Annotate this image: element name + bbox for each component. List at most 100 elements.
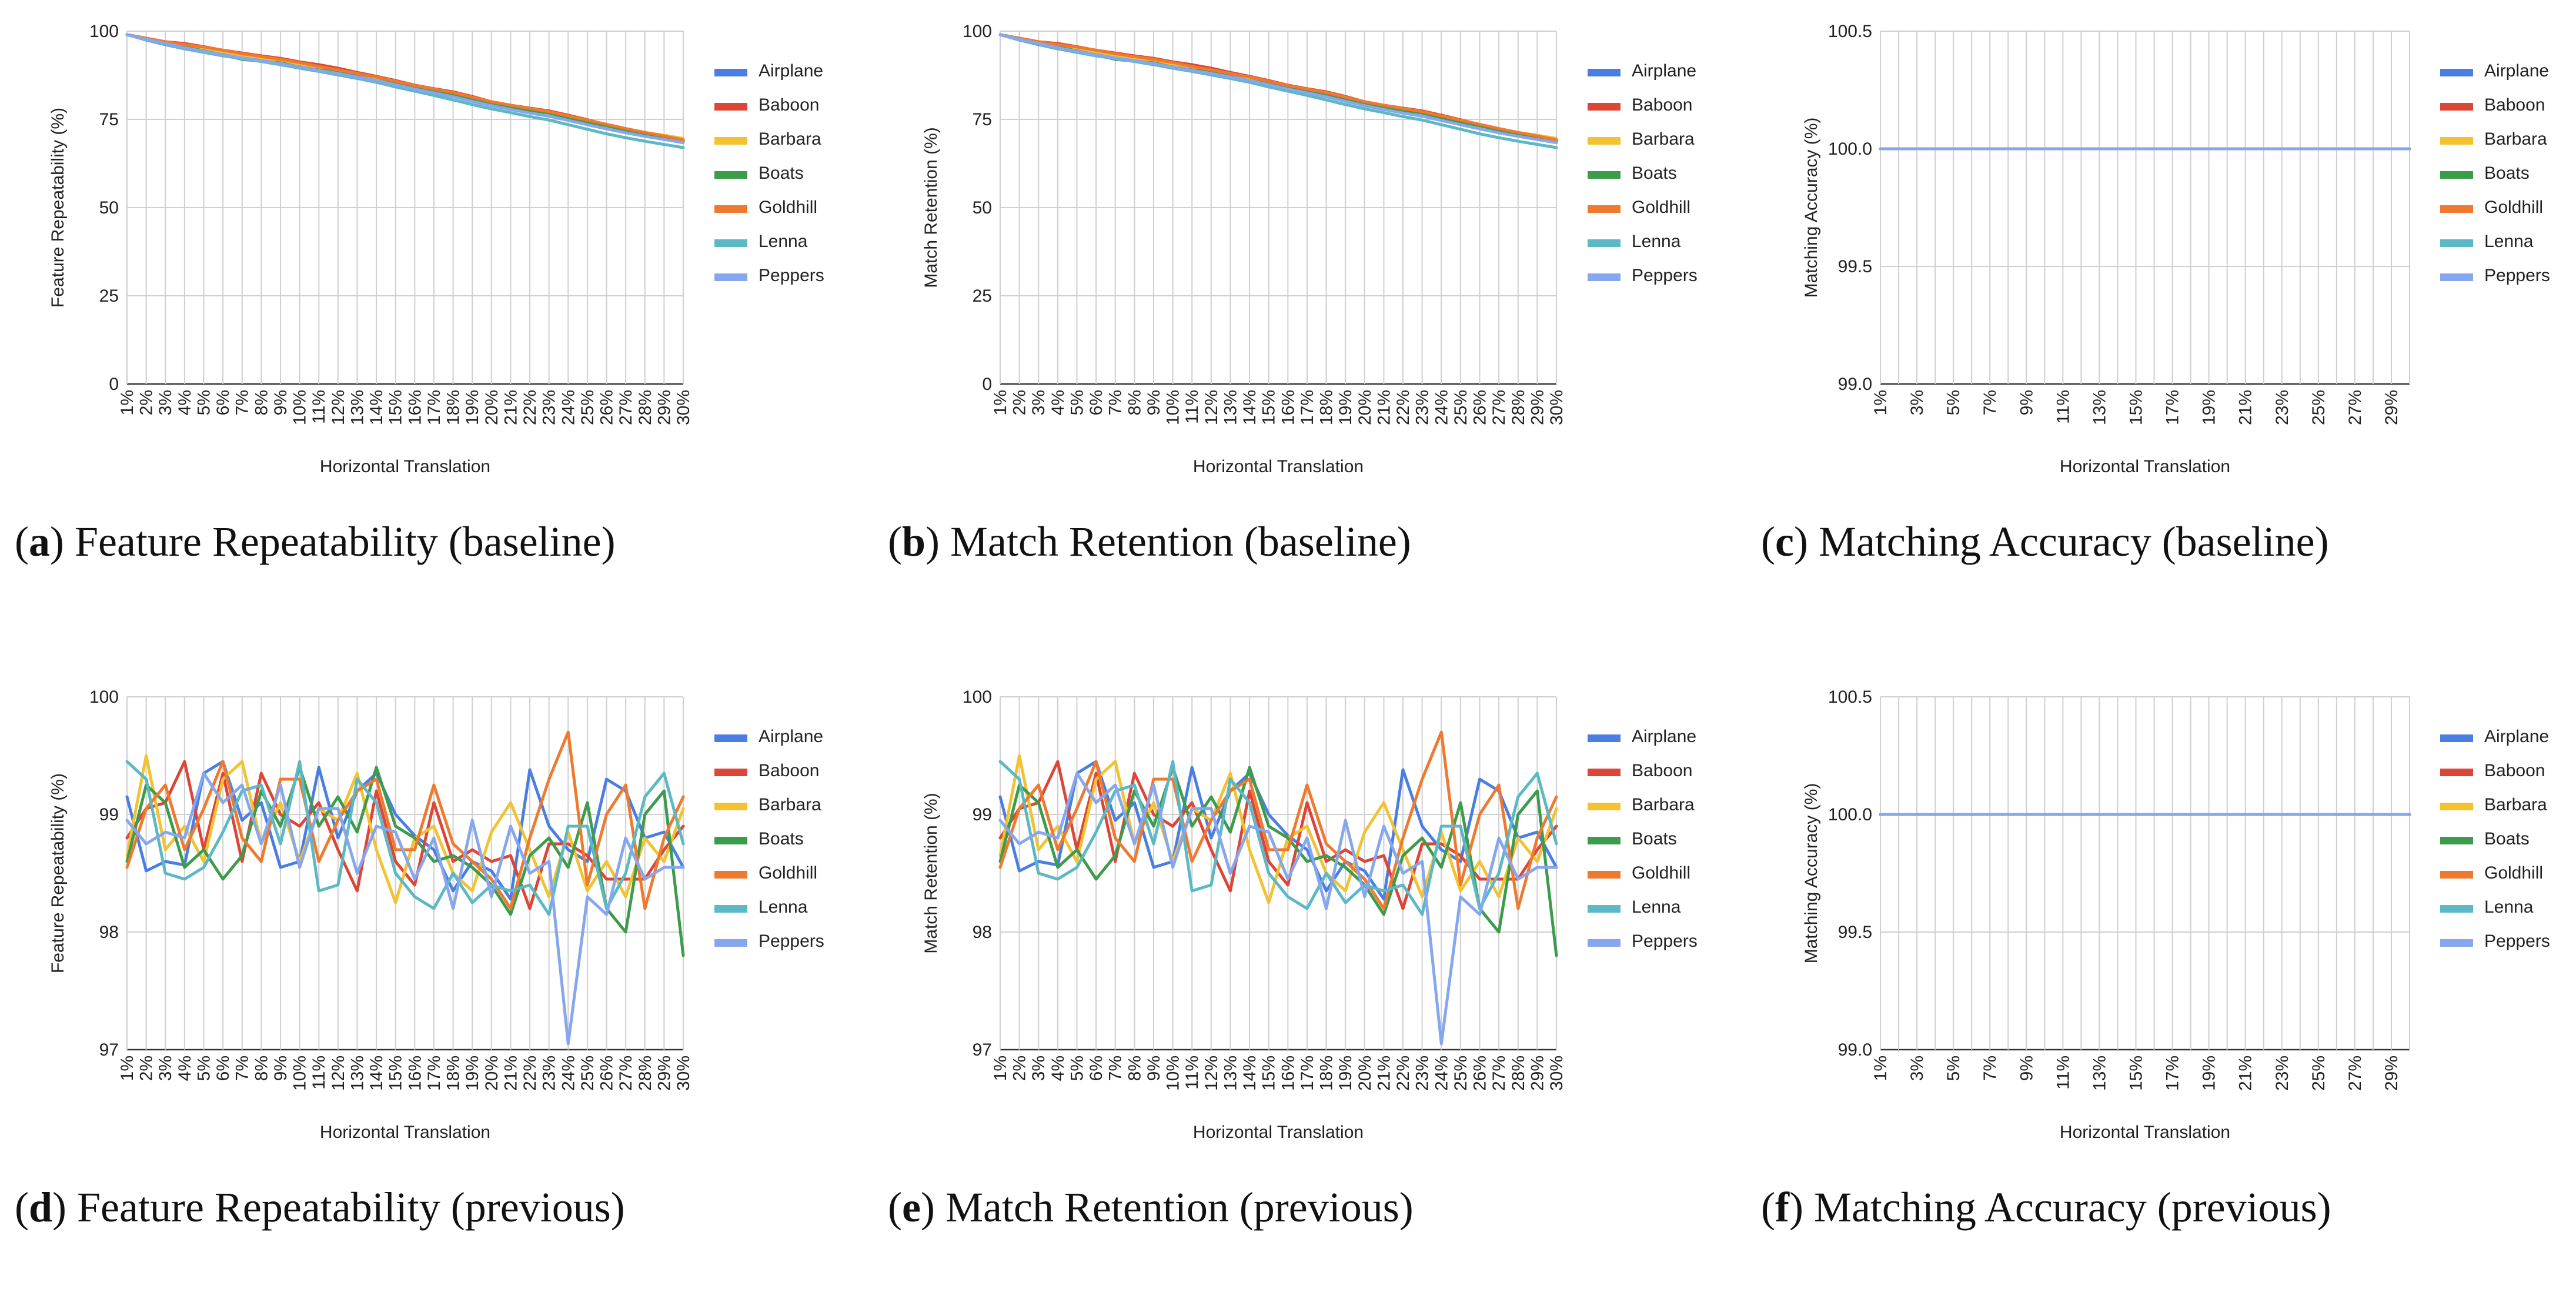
legend-label: Boats	[2484, 829, 2530, 849]
series-line-barbara	[125, 754, 685, 904]
legend-swatch	[2440, 734, 2473, 742]
legend-label: Baboon	[1632, 761, 1692, 780]
legend-swatch	[2440, 769, 2473, 776]
legend-swatch	[2440, 171, 2473, 179]
caption-f: (f) Matching Accuracy (previous)	[1761, 1184, 2331, 1231]
x-tick-label: 15%	[386, 390, 406, 425]
gridlines	[1880, 696, 2410, 1051]
y-tick-label: 100	[89, 687, 119, 707]
legend: Airplane Baboon Barbara Boats Goldhill Lenna P…	[1588, 61, 1698, 285]
legend-swatch	[714, 239, 747, 247]
panel-f: Matching Accuracy (previous) 99.0 99.5 100…	[1746, 666, 2576, 1289]
x-tick-label: 18%	[444, 390, 463, 425]
y-tick-label: 99	[99, 805, 119, 824]
legend-label: Goldhill	[2484, 198, 2543, 217]
gridlines	[1880, 31, 2410, 385]
series-line-boats	[998, 766, 1558, 957]
legend-label: Airplane	[759, 61, 823, 81]
legend-label: Barbara	[759, 795, 821, 814]
x-tick-label: 8%	[1125, 1056, 1144, 1081]
x-tick-label: 13%	[348, 1056, 367, 1091]
legend-label: Baboon	[2484, 761, 2545, 780]
y-axis-title: Matching Accuracy (%)	[1802, 783, 1821, 964]
legend-swatch	[1588, 734, 1621, 742]
x-tick-label: 28%	[1509, 1056, 1528, 1091]
x-tick-label: 7%	[233, 390, 252, 415]
x-tick-label: 1%	[991, 1056, 1010, 1081]
x-tick-label: 12%	[329, 1056, 348, 1091]
y-tick-label: 100.0	[1828, 805, 1872, 824]
x-tick-label: 26%	[1471, 390, 1490, 425]
y-tick-label: 98	[973, 923, 992, 942]
x-tick-label: 17%	[2163, 1056, 2183, 1091]
x-tick-label: 1%	[118, 390, 137, 415]
x-tick-label: 25%	[578, 1056, 597, 1091]
caption-a: (a) Feature Repeatability (baseline)	[15, 518, 616, 565]
series-line-goldhill	[125, 730, 685, 910]
gridlines	[1000, 31, 1557, 385]
legend-swatch	[1588, 239, 1621, 247]
x-tick-label: 18%	[1317, 390, 1337, 425]
x-tick-label: 19%	[463, 1056, 482, 1091]
x-axis-title: Horizontal Translation	[2060, 457, 2230, 476]
legend-label: Baboon	[759, 95, 819, 115]
x-tick-label: 1%	[1871, 390, 1890, 415]
y-tick-label: 100	[963, 22, 992, 41]
x-tick-label: 3%	[1907, 1056, 1927, 1081]
x-tick-label: 3%	[1029, 1056, 1048, 1081]
x-tick-label: 27%	[616, 1056, 636, 1091]
legend-swatch	[714, 803, 747, 810]
y-tick-label: 99.5	[1838, 257, 1872, 276]
legend-swatch	[1588, 871, 1621, 879]
x-tick-label: 7%	[1980, 390, 2000, 415]
legend-swatch	[2440, 273, 2473, 281]
gridlines	[126, 31, 684, 385]
x-tick-label: 5%	[194, 1056, 213, 1081]
legend-label: Peppers	[2484, 931, 2550, 951]
y-tick-label: 100.5	[1828, 22, 1872, 41]
legend-label: Lenna	[1632, 232, 1681, 251]
legend-label: Goldhill	[759, 863, 817, 883]
x-tick-label: 17%	[425, 390, 444, 425]
legend-label: Goldhill	[1632, 198, 1690, 217]
legend-swatch	[714, 205, 747, 213]
panel-d: Feature Repeatability (previous) 97 98 99 1…	[0, 666, 847, 1289]
y-axis-title: Match Retention (%)	[921, 127, 941, 288]
x-tick-label: 23%	[540, 390, 559, 425]
y-tick-label: 0	[109, 375, 119, 394]
x-tick-label: 19%	[1336, 1056, 1355, 1091]
legend-label: Barbara	[2484, 795, 2547, 814]
x-tick-label: 27%	[2346, 1056, 2365, 1091]
y-tick-label: 97	[973, 1040, 992, 1060]
series-line-lenna	[998, 760, 1558, 916]
y-tick-label: 75	[973, 110, 992, 129]
series-line-peppers	[125, 33, 685, 145]
x-tick-label: 25%	[2309, 390, 2328, 425]
legend-label: Barbara	[1632, 795, 1695, 814]
x-tick-label: 4%	[175, 1056, 195, 1081]
x-tick-label: 11%	[2053, 1056, 2073, 1090]
x-tick-label: 1%	[1871, 1056, 1890, 1081]
x-tick-label: 4%	[175, 390, 195, 415]
x-tick-label: 6%	[1087, 1056, 1106, 1081]
x-tick-label: 1%	[118, 1056, 137, 1081]
x-tick-label: 16%	[1278, 390, 1298, 425]
x-tick-label: 6%	[1087, 390, 1106, 415]
series-line-peppers	[998, 33, 1558, 145]
legend-label: Baboon	[1632, 95, 1692, 115]
x-tick-label: 11%	[309, 1056, 329, 1090]
caption-c: (c) Matching Accuracy (baseline)	[1761, 518, 2329, 565]
x-tick-label: 14%	[367, 1056, 386, 1091]
series-line-boats	[125, 766, 685, 957]
legend-swatch	[1588, 205, 1621, 213]
x-tick-label: 11%	[309, 390, 329, 424]
x-tick-label: 28%	[1509, 390, 1528, 425]
x-tick-label: 9%	[1144, 1056, 1164, 1081]
legend-label: Barbara	[759, 129, 821, 149]
x-tick-label: 7%	[1980, 1056, 2000, 1081]
y-tick-label: 98	[99, 923, 119, 942]
x-tick-label: 17%	[1298, 390, 1317, 425]
x-tick-label: 10%	[290, 1056, 310, 1091]
series-line-peppers	[998, 772, 1558, 1046]
